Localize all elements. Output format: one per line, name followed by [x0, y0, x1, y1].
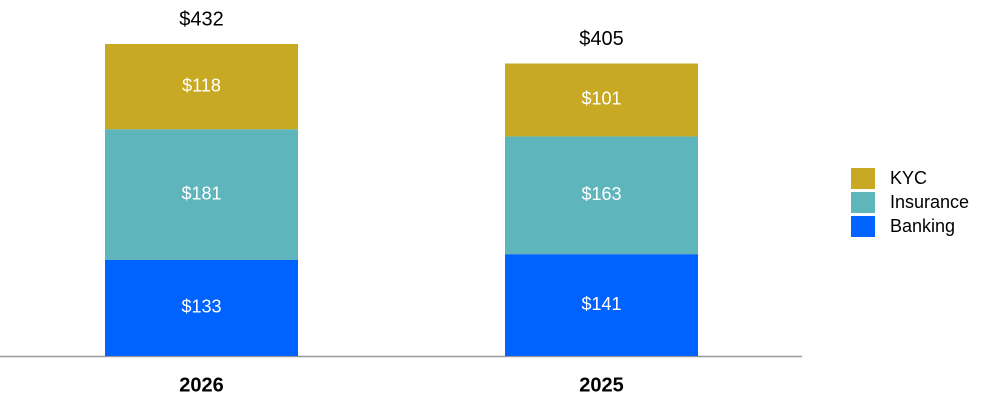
value-label: $118 — [182, 75, 221, 95]
value-label: $101 — [581, 89, 621, 109]
legend-label: Insurance — [890, 192, 969, 212]
x-tick-label: 2026 — [179, 374, 224, 396]
bar-segment — [105, 259, 298, 356]
bar-segment — [505, 254, 698, 356]
value-label: $141 — [581, 294, 621, 314]
total-label: $405 — [579, 28, 624, 50]
value-label: $133 — [181, 297, 221, 317]
legend-swatch — [851, 168, 875, 189]
legend-swatch — [851, 192, 875, 213]
bar-segment — [505, 63, 698, 137]
bar-segment — [105, 44, 298, 130]
bar-segment — [105, 129, 298, 260]
value-label: $163 — [581, 184, 621, 204]
x-tick-label: 2025 — [579, 374, 624, 396]
bar-segment — [505, 136, 698, 255]
value-label: $181 — [181, 183, 221, 203]
legend-swatch — [851, 216, 875, 237]
legend-label: KYC — [890, 168, 927, 188]
total-label: $432 — [179, 8, 224, 30]
legend-label: Banking — [890, 216, 955, 236]
